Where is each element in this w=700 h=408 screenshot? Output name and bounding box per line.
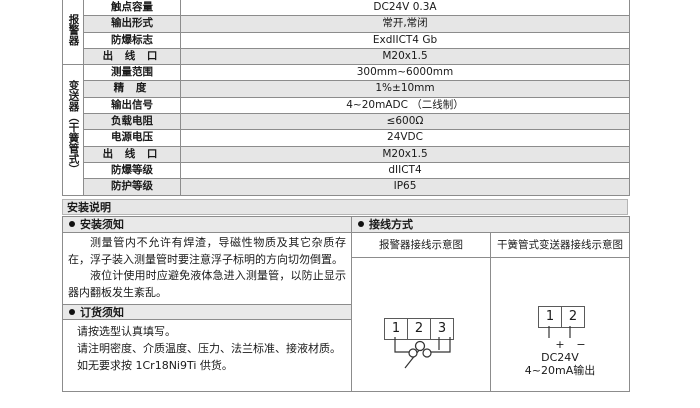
row-label: 出 线 口 bbox=[83, 145, 181, 163]
row-label: 输出形式 bbox=[83, 15, 181, 33]
lead-lines-icon bbox=[548, 326, 571, 338]
row-value: ExdIICT4 Gb bbox=[180, 31, 630, 49]
table-row: 变送器（干簧管式） 测量范围 300mm~6000mm bbox=[62, 64, 630, 196]
row-value: M20x1.5 bbox=[180, 47, 630, 66]
diagram-caption-voltage: DC24V bbox=[541, 351, 579, 364]
row-value: 常开,常闭 bbox=[180, 15, 630, 33]
terminal: 1 bbox=[538, 306, 562, 328]
terminal: 3 bbox=[430, 318, 454, 340]
row-value: dIICT4 bbox=[180, 161, 630, 180]
row-label: 输出信号 bbox=[83, 96, 181, 115]
order-heading-label: 订货须知 bbox=[80, 306, 124, 319]
row-label: 测量范围 bbox=[83, 64, 181, 82]
table-row: 负载电阻 ≤600Ω bbox=[63, 113, 630, 131]
table-row: 精 度 1%±10mm bbox=[63, 80, 630, 98]
diagram-transmitter-wiring: 干簧管式变送器接线示意图 1 2 + − bbox=[490, 233, 629, 392]
notice-heading-label: 安装须知 bbox=[80, 218, 124, 231]
wiring-heading-label: 接线方式 bbox=[369, 218, 413, 231]
bullet-icon bbox=[69, 221, 75, 227]
group-label-transmitter: 变送器（干簧管式） bbox=[62, 64, 84, 196]
row-value: 1%±10mm bbox=[180, 80, 630, 98]
table-row: 报警器 触点容量 DC24V 0.3A bbox=[62, 0, 630, 66]
table-row: 出 线 口 M20x1.5 bbox=[63, 145, 630, 163]
row-value: M20x1.5 bbox=[180, 145, 630, 163]
row-label: 出 线 口 bbox=[83, 47, 181, 66]
notice-paragraph: 测量管内不允许有焊渣，导磁性物质及其它杂质存在，浮子装入测量管时要注意浮子标明的… bbox=[68, 236, 346, 266]
order-body: 请按选型认真填写。 请注明密度、介质温度、压力、法兰标准、接液材质。如无要求按 … bbox=[63, 320, 351, 374]
notice-heading: 安装须知 bbox=[63, 217, 351, 233]
specification-table: 报警器 触点容量 DC24V 0.3A 输出形式 常开,常闭 防爆标志 ExdI… bbox=[62, 0, 630, 196]
wiring-heading: 接线方式 bbox=[352, 217, 629, 233]
row-label: 防护等级 bbox=[83, 178, 181, 196]
panel-notice: 安装须知 测量管内不允许有焊渣，导磁性物质及其它杂质存在，浮子装入测量管时要注意… bbox=[62, 216, 352, 392]
row-value: 300mm~6000mm bbox=[180, 64, 630, 82]
table-row: 输出形式 常开,常闭 bbox=[63, 15, 630, 33]
polarity-minus: − bbox=[576, 338, 586, 351]
polarity-plus: + bbox=[555, 338, 565, 351]
row-label: 防爆标志 bbox=[83, 31, 181, 49]
table-row: 防爆标志 ExdIICT4 Gb bbox=[63, 31, 630, 49]
bullet-icon bbox=[358, 221, 364, 227]
bullet-icon bbox=[69, 309, 75, 315]
order-paragraph: 请按选型认真填写。 bbox=[77, 325, 176, 338]
switch-symbol-icon bbox=[394, 337, 451, 369]
row-value: DC24V 0.3A bbox=[180, 0, 630, 17]
terminal: 2 bbox=[561, 306, 585, 328]
row-value: 4~20mADC （二线制） bbox=[180, 96, 630, 115]
notice-paragraph: 液位计使用时应避免液体急进入测量管，以防止显示器内翻板发生紊乱。 bbox=[68, 269, 346, 299]
row-value: IP65 bbox=[180, 178, 630, 196]
notice-body: 测量管内不允许有焊渣，导磁性物质及其它杂质存在，浮子装入测量管时要注意浮子标明的… bbox=[63, 233, 351, 301]
table-row: 防爆等级 dIICT4 bbox=[63, 161, 630, 180]
diagram-alarm-wiring: 报警器接线示意图 1 2 3 bbox=[352, 233, 490, 392]
panel-wiring: 接线方式 报警器接线示意图 1 2 3 bbox=[352, 216, 630, 392]
table-row: 出 线 口 M20x1.5 bbox=[63, 47, 630, 66]
diagram-caption-output: 4~20mA输出 bbox=[524, 364, 596, 377]
install-panels: 安装须知 测量管内不允许有焊渣，导磁性物质及其它杂质存在，浮子装入测量管时要注意… bbox=[62, 216, 630, 392]
row-label: 触点容量 bbox=[83, 0, 181, 17]
row-value: ≤600Ω bbox=[180, 113, 630, 131]
terminal-block-transmitter: 1 2 bbox=[538, 306, 585, 328]
diagram-title: 干簧管式变送器接线示意图 bbox=[491, 233, 629, 258]
row-value: 24VDC bbox=[180, 129, 630, 147]
row-label: 精 度 bbox=[83, 80, 181, 98]
row-label: 防爆等级 bbox=[83, 161, 181, 180]
terminal-block-alarm: 1 2 3 bbox=[384, 318, 454, 340]
group-label-alarm: 报警器 bbox=[62, 0, 84, 66]
table-row: 防护等级 IP65 bbox=[63, 178, 630, 196]
install-section-title: 安装说明 bbox=[62, 199, 628, 215]
row-label: 负载电阻 bbox=[83, 113, 181, 131]
table-row: 输出信号 4~20mADC （二线制） bbox=[63, 96, 630, 115]
table-row: 电源电压 24VDC bbox=[63, 129, 630, 147]
diagram-title: 报警器接线示意图 bbox=[352, 233, 490, 258]
order-heading: 订货须知 bbox=[63, 304, 351, 320]
row-label: 电源电压 bbox=[83, 129, 181, 147]
order-paragraph: 请注明密度、介质温度、压力、法兰标准、接液材质。如无要求按 1Cr18Ni9Ti… bbox=[77, 342, 341, 372]
